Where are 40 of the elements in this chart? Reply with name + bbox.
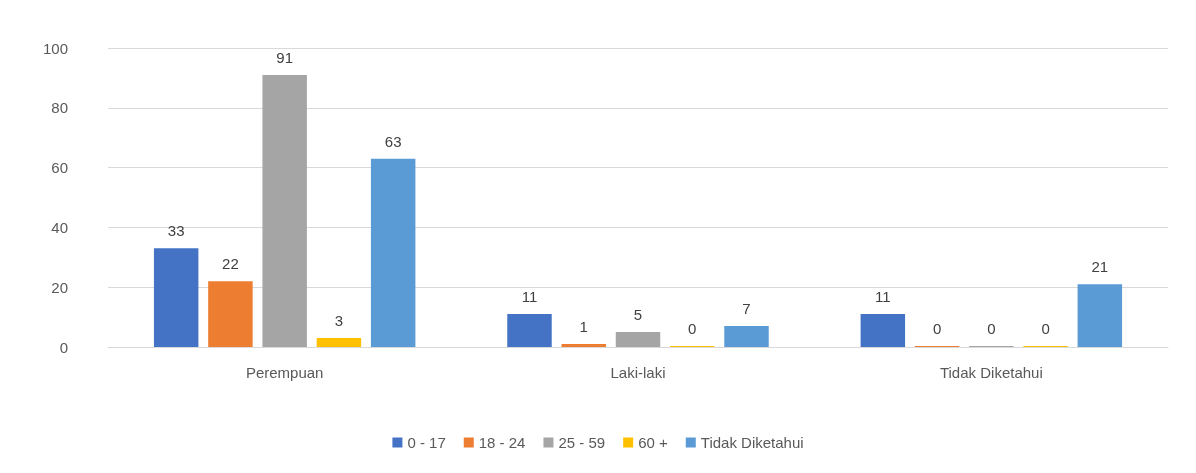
data-label: 91	[276, 48, 294, 66]
data-label: 21	[1091, 258, 1109, 276]
bar	[561, 344, 606, 347]
y-tick-label: 60	[51, 159, 68, 177]
data-label: 5	[633, 306, 643, 324]
data-label: 63	[384, 132, 402, 150]
data-label: 7	[742, 300, 751, 318]
data-label: 0	[688, 320, 697, 337]
data-label: 11	[875, 288, 891, 306]
legend-label: Tidak Diketahui	[700, 434, 804, 451]
bar	[262, 74, 307, 347]
x-tick-label: Perempuan	[245, 364, 324, 381]
data-label: 11	[521, 288, 538, 306]
data-label: 33	[167, 222, 185, 240]
y-tick-label: 80	[51, 99, 68, 117]
bar	[208, 281, 253, 347]
legend-label: 25 - 59	[558, 434, 606, 451]
y-tick-label: 40	[51, 218, 68, 236]
bar	[860, 314, 906, 347]
legend-label: 60 +	[638, 434, 669, 451]
data-label: 0	[987, 320, 996, 337]
legend-label: 18 - 24	[478, 434, 526, 451]
bar	[370, 158, 416, 347]
bar	[507, 314, 552, 347]
bar	[615, 332, 661, 347]
x-tick-label: Laki-laki	[610, 364, 666, 381]
bar	[724, 326, 769, 347]
y-tick-label: 20	[51, 278, 68, 296]
y-tick-label: 0	[59, 338, 68, 356]
data-label: 22	[222, 255, 239, 273]
bar	[1077, 284, 1123, 347]
x-tick-label: Tidak Diketahui	[939, 364, 1043, 381]
data-label: 0	[1041, 320, 1050, 337]
legend-label: 0 - 17	[407, 434, 446, 451]
bar	[316, 338, 362, 347]
data-label: 0	[932, 320, 942, 337]
bar	[153, 248, 199, 347]
data-label: 1	[579, 318, 588, 336]
y-tick-label: 100	[42, 39, 68, 57]
data-label: 3	[334, 312, 344, 330]
